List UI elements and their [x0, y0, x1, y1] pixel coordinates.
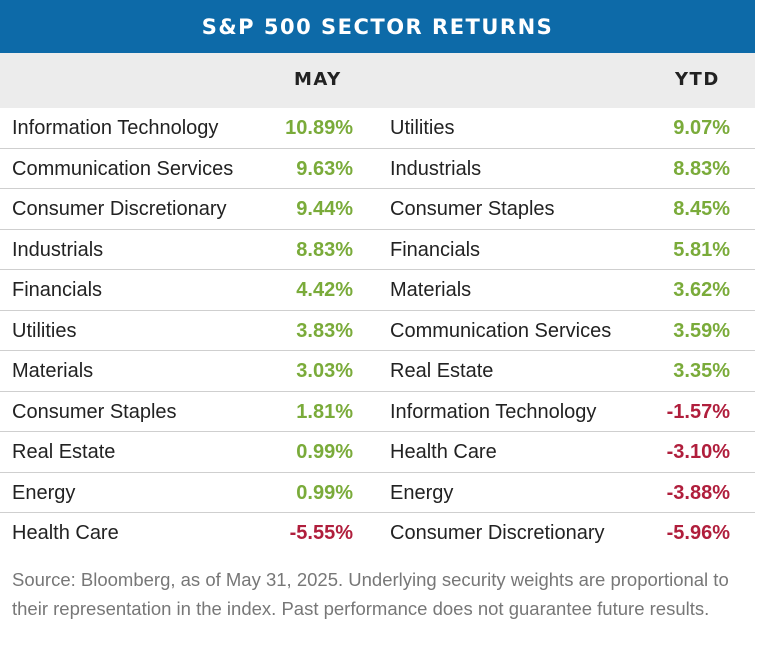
table-row: Information Technology 10.89% Utilities 9.0…: [0, 108, 755, 149]
table-row: Real Estate 0.99% Health Care -3.10%: [0, 432, 755, 473]
ytd-return-value: 3.62%: [673, 279, 730, 301]
table-row: Communication Services 9.63% Industrials 8.…: [0, 149, 755, 189]
may-return-value: 0.99%: [296, 481, 353, 504]
may-return-value: 8.83%: [296, 238, 353, 261]
may-return-value: 10.89%: [285, 117, 353, 139]
ytd-sector-name: Consumer Staples: [390, 198, 555, 220]
may-return-value: 9.63%: [296, 157, 353, 180]
may-sector-name: Consumer Discretionary: [12, 198, 227, 220]
table-row: Utilities 3.83% Communication Services 3.59…: [0, 311, 755, 351]
source-footnote: Source: Bloomberg, as of May 31, 2025. U…: [12, 569, 729, 619]
may-sector-name: Real Estate: [12, 441, 116, 463]
may-return-value: 3.83%: [296, 319, 353, 342]
table-row: Consumer Staples 1.81% Information Technol…: [0, 392, 755, 432]
table-row: Materials 3.03% Real Estate 3.35%: [0, 351, 755, 392]
may-sector-name: Energy: [12, 481, 76, 504]
may-return-value: 4.42%: [296, 279, 353, 301]
ytd-sector-name: Energy: [390, 481, 454, 504]
may-sector-name: Financials: [12, 279, 103, 301]
may-sector-name: Utilities: [12, 319, 77, 342]
ytd-return-value: -1.57%: [666, 400, 730, 423]
ytd-column-header: YTD: [675, 69, 720, 90]
ytd-sector-name: Industrials: [390, 157, 482, 180]
ytd-sector-name: Health Care: [390, 441, 497, 463]
table-row: Consumer Discretionary 9.44% Consumer Stap…: [0, 189, 755, 230]
ytd-return-value: 8.45%: [673, 198, 730, 220]
may-return-value: 9.44%: [296, 198, 353, 220]
ytd-return-value: 3.59%: [673, 319, 730, 342]
may-sector-name: Information Technology: [12, 117, 219, 139]
may-sector-name: Materials: [12, 360, 94, 382]
may-return-value: -5.55%: [289, 522, 353, 544]
ytd-return-value: -5.96%: [666, 522, 730, 544]
may-sector-name: Health Care: [12, 522, 119, 544]
ytd-return-value: -3.88%: [666, 481, 730, 504]
may-return-value: 0.99%: [296, 441, 353, 463]
table-row: Financials 4.42% Materials 3.62%: [0, 270, 755, 311]
table-title: S&P 500 SECTOR RETURNS: [0, 0, 755, 53]
may-sector-name: Consumer Staples: [12, 400, 177, 423]
ytd-return-value: -3.10%: [666, 441, 730, 463]
may-column-header: MAY: [294, 69, 342, 90]
ytd-sector-name: Financials: [390, 238, 481, 261]
ytd-sector-name: Information Technology: [390, 400, 597, 423]
ytd-sector-name: Consumer Discretionary: [390, 522, 605, 544]
ytd-return-value: 9.07%: [673, 117, 730, 139]
returns-table: Information Technology 10.89% Utilities 9.0…: [0, 108, 755, 554]
may-sector-name: Industrials: [12, 238, 104, 261]
ytd-sector-name: Communication Services: [390, 319, 612, 342]
may-return-value: 1.81%: [296, 400, 353, 423]
ytd-return-value: 3.35%: [673, 360, 730, 382]
table-row: Health Care -5.55% Consumer Discretionary -…: [0, 513, 755, 554]
ytd-sector-name: Utilities: [390, 117, 455, 139]
column-header-row: MAY YTD: [0, 53, 755, 108]
may-return-value: 3.03%: [296, 360, 353, 382]
ytd-return-value: 5.81%: [673, 238, 730, 261]
ytd-sector-name: Real Estate: [390, 360, 494, 382]
may-sector-name: Communication Services: [12, 157, 234, 180]
table-row: Industrials 8.83% Financials 5.81%: [0, 230, 755, 270]
table-row: Energy 0.99% Energy -3.88%: [0, 473, 755, 513]
ytd-sector-name: Materials: [390, 279, 472, 301]
ytd-return-value: 8.83%: [673, 157, 730, 180]
